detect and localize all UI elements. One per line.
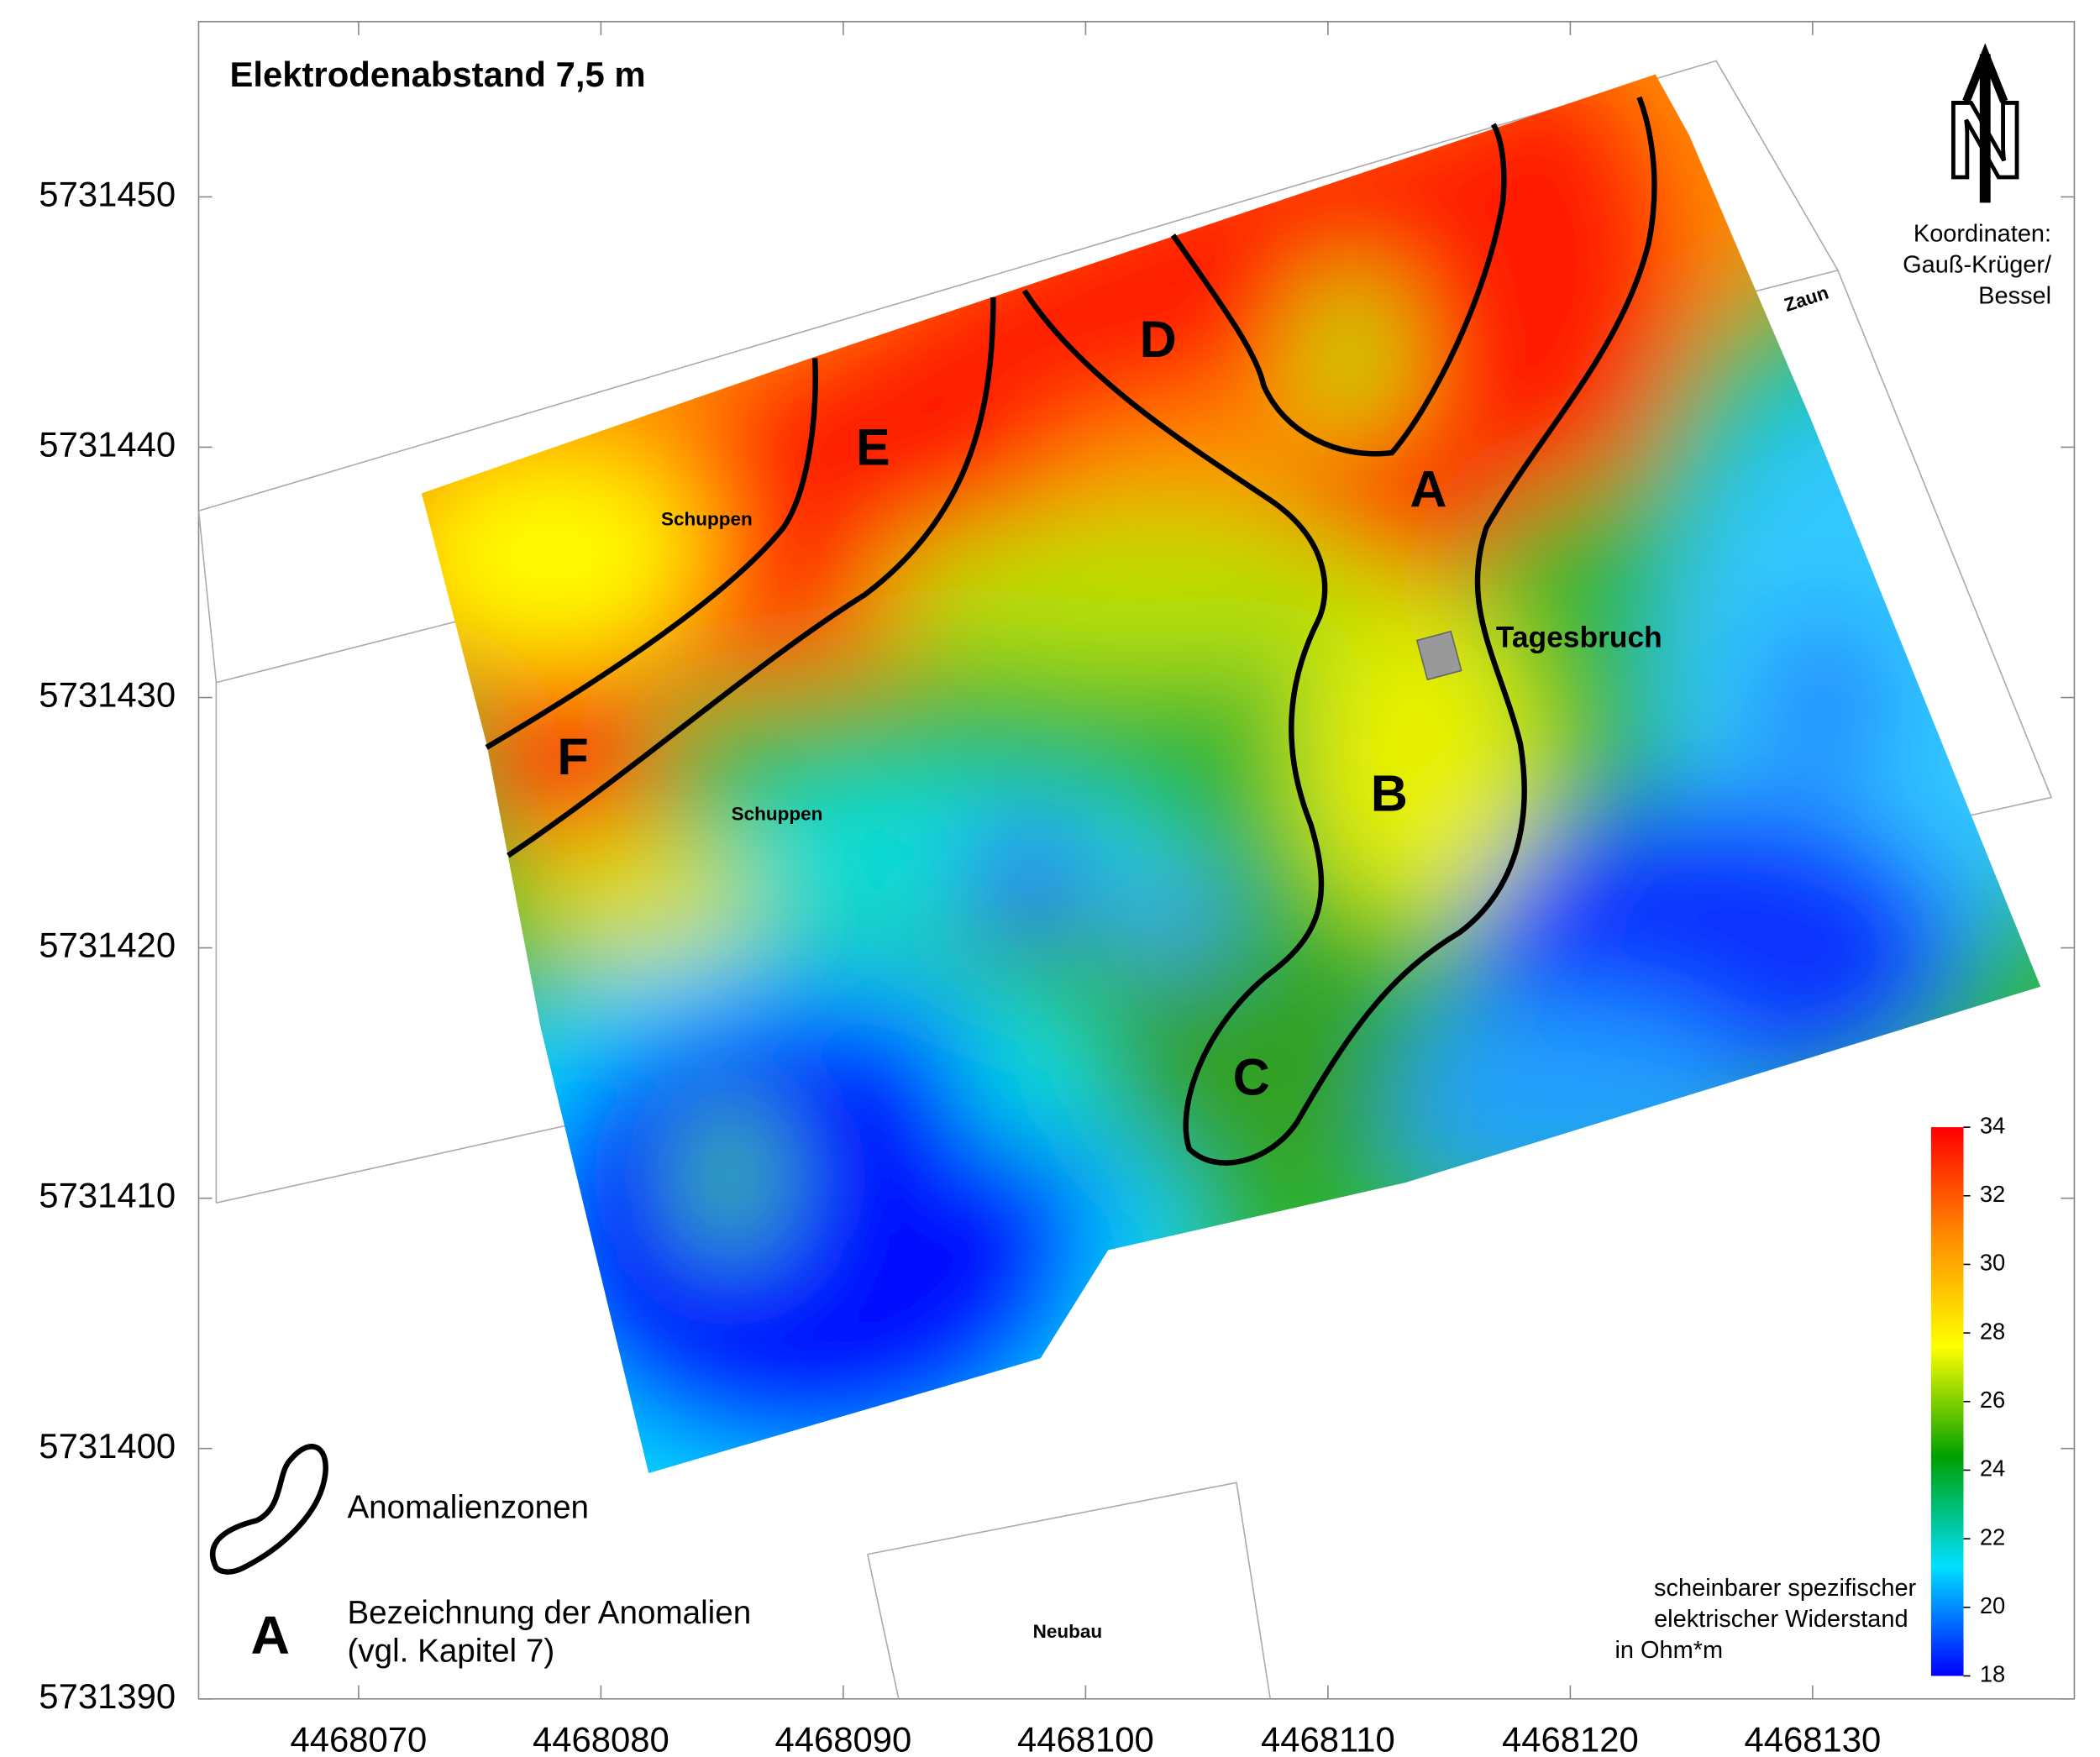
- y-tick-label: 5731420: [39, 926, 176, 965]
- colorbar-tick-label: 28: [1980, 1318, 2005, 1344]
- x-tick-label: 4468100: [1017, 1719, 1154, 1757]
- x-tick-label: 4468070: [290, 1719, 427, 1757]
- legend-text: Anomalienzonen: [347, 1490, 589, 1526]
- place-label: Zaun: [1782, 282, 1831, 316]
- sinkhole-marker: [1415, 630, 1462, 681]
- coordinates-note: Gauß-Krüger/: [1903, 252, 2052, 279]
- legend-zone-symbol: [209, 1444, 328, 1575]
- map-title: Elektrodenabstand 7,5 m: [229, 55, 645, 94]
- north-label: N: [1946, 80, 2024, 201]
- colorbar-title: scheinbarer spezifischer: [1654, 1575, 1917, 1602]
- colorbar-tick-label: 34: [1980, 1112, 2005, 1138]
- x-tick-label: 4468130: [1744, 1719, 1881, 1757]
- anomaly-label: E: [856, 419, 890, 476]
- y-tick-label: 5731390: [39, 1676, 176, 1716]
- anomaly-label: A: [1410, 461, 1446, 518]
- resistivity-heatmap: [421, 74, 2041, 1474]
- colorbar-tick-label: 18: [1980, 1661, 2005, 1687]
- colorbar-tick-label: 30: [1980, 1250, 2005, 1276]
- anomaly-label: B: [1371, 765, 1408, 822]
- colorbar-title: elektrischer Widerstand: [1654, 1606, 1908, 1633]
- colorbar-tick-label: 22: [1980, 1524, 2005, 1550]
- coordinates-note: Bessel: [1978, 283, 2051, 310]
- x-tick-label: 4468090: [774, 1719, 911, 1757]
- anomaly-contours: [485, 96, 1657, 1166]
- legend-letter: A: [251, 1605, 290, 1665]
- colorbar-tick-label: 24: [1980, 1455, 2005, 1482]
- anomaly-label: F: [557, 728, 588, 785]
- colorbar-tick-label: 32: [1980, 1181, 2005, 1207]
- x-tick-label: 4468110: [1261, 1719, 1395, 1757]
- place-label: Neubau: [1033, 1621, 1103, 1642]
- x-tick-label: 4468120: [1502, 1719, 1639, 1757]
- coordinates-note: Koordinaten:: [1914, 221, 2051, 248]
- legend-text: Bezeichnung der Anomalien: [347, 1595, 751, 1631]
- place-label: Tagesbruch: [1496, 622, 1662, 654]
- colorbar: [1930, 1127, 1964, 1676]
- y-tick-label: 5731410: [39, 1176, 176, 1215]
- x-tick-label: 4468080: [533, 1719, 669, 1757]
- y-tick-label: 5731450: [39, 174, 176, 213]
- place-label: Schuppen: [732, 803, 823, 824]
- colorbar-tick-label: 20: [1980, 1592, 2005, 1618]
- north-arrow: [1962, 43, 2008, 203]
- place-label: Schuppen: [661, 509, 753, 530]
- frame: [197, 20, 2076, 1700]
- anomaly-label: C: [1233, 1049, 1270, 1106]
- legend-text: (vgl. Kapitel 7): [347, 1633, 554, 1669]
- colorbar-tick-label: 26: [1980, 1387, 2005, 1413]
- y-tick-label: 5731430: [39, 675, 176, 715]
- y-tick-label: 5731440: [39, 425, 176, 464]
- colorbar-title: in Ohm*m: [1614, 1637, 1723, 1664]
- y-tick-label: 5731400: [39, 1426, 176, 1466]
- anomaly-label: D: [1140, 311, 1177, 368]
